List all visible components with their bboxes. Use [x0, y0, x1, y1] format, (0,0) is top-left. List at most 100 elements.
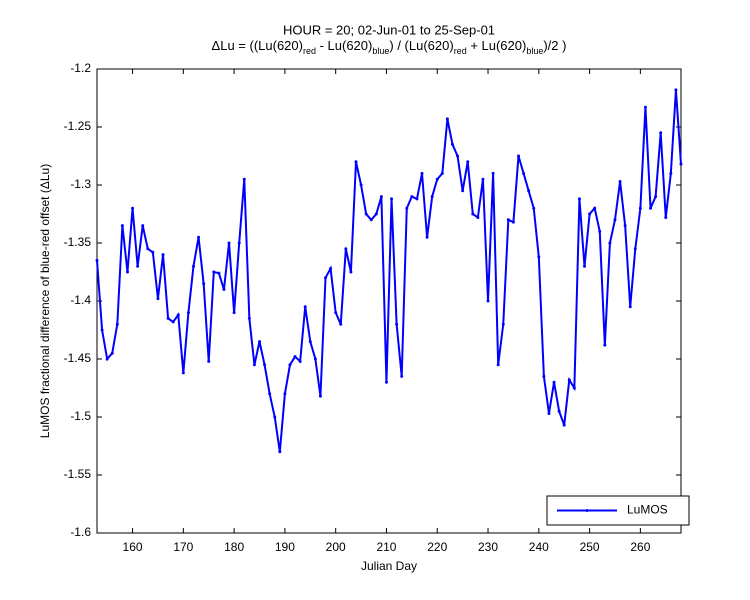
- data-point: [303, 305, 307, 309]
- data-point: [516, 154, 520, 158]
- data-point: [649, 206, 653, 210]
- data-point: [613, 218, 617, 222]
- data-point: [415, 197, 419, 201]
- data-point: [583, 264, 587, 268]
- y-tick-label: -1.4: [70, 293, 91, 307]
- y-tick-label: -1.25: [64, 119, 92, 133]
- data-point: [491, 171, 495, 175]
- data-point: [669, 171, 673, 175]
- data-point: [537, 255, 541, 259]
- data-point: [258, 340, 262, 344]
- data-point: [115, 322, 119, 326]
- data-point: [318, 394, 322, 398]
- data-point: [420, 171, 424, 175]
- data-point: [344, 247, 348, 251]
- data-point: [486, 299, 490, 303]
- x-tick-label: 240: [529, 540, 549, 554]
- x-tick-label: 170: [173, 540, 193, 554]
- x-tick-label: 210: [376, 540, 396, 554]
- subtitle-part: - Lu(620): [316, 38, 372, 53]
- data-point: [410, 195, 414, 199]
- data-point: [171, 320, 175, 324]
- data-point: [638, 206, 642, 210]
- data-point: [679, 162, 683, 166]
- data-point: [247, 316, 251, 320]
- data-point: [156, 297, 160, 301]
- data-point: [186, 311, 190, 315]
- x-tick-label: 160: [123, 540, 143, 554]
- data-point: [577, 197, 581, 201]
- data-point: [603, 343, 607, 347]
- subtitle-part: + Lu(620): [467, 38, 527, 53]
- data-point: [623, 224, 627, 228]
- legend-label: LuMOS: [627, 503, 668, 517]
- data-point: [557, 409, 561, 413]
- data-point: [527, 189, 531, 193]
- data-point: [100, 328, 104, 332]
- data-point: [445, 117, 449, 121]
- data-point: [191, 264, 195, 268]
- data-point: [339, 322, 343, 326]
- data-point: [659, 131, 663, 135]
- data-point: [456, 154, 460, 158]
- data-point: [552, 380, 556, 384]
- data-point: [522, 171, 526, 175]
- data-point: [181, 371, 185, 375]
- data-point: [664, 215, 668, 219]
- subscript: blue: [526, 46, 543, 56]
- data-point: [324, 276, 328, 280]
- subscript: red: [303, 46, 316, 56]
- data-point: [633, 247, 637, 251]
- data-point: [161, 253, 165, 257]
- data-point: [364, 212, 368, 216]
- y-tick-label: -1.6: [70, 525, 91, 539]
- data-point: [278, 450, 282, 454]
- data-point: [562, 423, 566, 427]
- y-tick-label: -1.55: [64, 467, 92, 481]
- chart-subtitle: ΔLu = ((Lu(620)red - Lu(620)blue) / (Lu(…: [212, 38, 567, 56]
- data-point: [95, 258, 99, 262]
- data-point: [120, 224, 124, 228]
- data-point: [125, 270, 129, 274]
- data-point: [628, 305, 632, 309]
- data-point: [227, 241, 231, 245]
- data-point: [567, 378, 571, 382]
- y-tick-label: -1.3: [70, 177, 91, 191]
- data-point: [166, 316, 170, 320]
- data-point: [476, 215, 480, 219]
- x-tick-label: 180: [224, 540, 244, 554]
- data-point: [136, 264, 140, 268]
- data-point: [268, 392, 272, 396]
- data-point: [384, 380, 388, 384]
- data-line: [96, 89, 682, 452]
- data-point: [654, 195, 658, 199]
- data-point: [400, 374, 404, 378]
- data-point: [273, 415, 277, 419]
- data-point: [283, 392, 287, 396]
- x-tick-label: 250: [580, 540, 600, 554]
- data-point: [176, 313, 180, 317]
- data-point: [532, 206, 536, 210]
- data-point: [466, 160, 470, 164]
- data-point: [349, 270, 353, 274]
- x-tick-label: 260: [630, 540, 650, 554]
- data-point: [354, 160, 358, 164]
- data-point: [212, 270, 216, 274]
- data-point: [440, 171, 444, 175]
- data-point: [395, 322, 399, 326]
- data-point: [618, 180, 622, 184]
- x-tick-label: 220: [427, 540, 447, 554]
- x-tick-label: 200: [326, 540, 346, 554]
- data-point: [197, 235, 201, 239]
- data-point: [288, 363, 292, 367]
- subtitle-part: ΔLu = ((Lu(620): [212, 38, 303, 53]
- data-point: [263, 363, 267, 367]
- data-point: [151, 250, 155, 254]
- data-point: [501, 322, 505, 326]
- data-point: [146, 247, 150, 251]
- data-point: [390, 197, 394, 201]
- data-point: [374, 212, 378, 216]
- data-point: [643, 105, 647, 109]
- data-point: [110, 351, 114, 355]
